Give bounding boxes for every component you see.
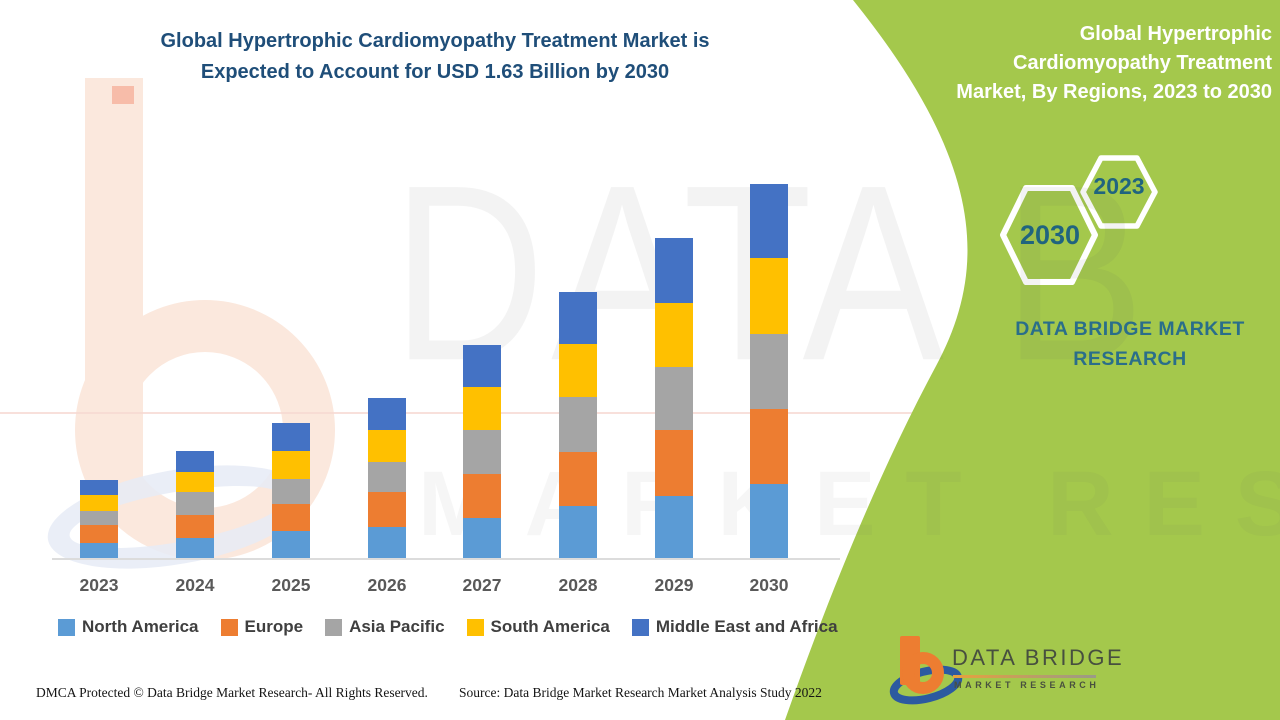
legend-item-asia-pacific: Asia Pacific	[325, 617, 445, 637]
bar-segment-2023-middle-east-and-africa	[80, 479, 118, 495]
bar-segment-2026-asia-pacific	[368, 462, 406, 493]
bar-segment-2028-middle-east-and-africa	[559, 292, 597, 344]
panel-title: Global Hypertrophic Cardiomyopathy Treat…	[880, 20, 1272, 107]
dmca-notice: DMCA Protected © Data Bridge Market Rese…	[36, 685, 428, 700]
legend-label: Europe	[244, 617, 304, 636]
x-axis-label-2024: 2024	[175, 575, 215, 595]
page-title: Global Hypertrophic Cardiomyopathy Treat…	[75, 26, 795, 88]
bar-segment-2026-north-america	[368, 526, 406, 559]
hexagon-2030-label: 2030	[1019, 220, 1081, 250]
bar-2030	[750, 184, 788, 559]
bar-segment-2029-europe	[655, 430, 693, 496]
legend-label: Middle East and Africa	[655, 617, 838, 636]
bar-segment-2028-north-america	[559, 506, 597, 559]
legend-swatch-icon	[325, 618, 343, 636]
bar-segment-2026-europe	[368, 492, 406, 527]
legend-label: Asia Pacific	[349, 617, 445, 636]
bar-segment-2027-north-america	[463, 517, 501, 559]
bar-segment-2023-europe	[80, 524, 118, 543]
brand-text-line1: DATA BRIDGE MARKET	[1015, 318, 1245, 340]
x-axis-label-2026: 2026	[367, 575, 407, 595]
bar-2027	[463, 345, 501, 559]
hexagon-2023-outline	[1080, 155, 1158, 229]
bar-segment-2030-asia-pacific	[750, 333, 788, 410]
x-axis-label-2025: 2025	[271, 575, 311, 595]
legend-item-middle-east-and-africa: Middle East and Africa	[631, 617, 838, 637]
legend-swatch-icon	[466, 618, 484, 636]
bar-segment-2030-middle-east-and-africa	[750, 184, 788, 259]
legend-swatch-icon	[58, 618, 75, 636]
bar-segment-2023-south-america	[80, 494, 118, 511]
x-axis-label-2029: 2029	[654, 575, 694, 595]
bar-segment-2027-asia-pacific	[463, 430, 501, 474]
chart-legend: North America Europe Asia Pacific South Ame…	[58, 617, 838, 637]
bar-segment-2023-north-america	[80, 542, 118, 559]
logo-wordmark: DATA BRIDGE	[952, 645, 1125, 670]
green-panel-path	[785, 0, 1280, 720]
brand-text-line2: RESEARCH	[1073, 348, 1187, 370]
bar-2023	[80, 479, 118, 559]
bar-segment-2029-asia-pacific	[655, 366, 693, 431]
bar-segment-2029-middle-east-and-africa	[655, 238, 693, 303]
hexagon-2023-label: 2023	[1093, 173, 1145, 199]
bar-segment-2024-europe	[176, 515, 214, 539]
bar-segment-2028-south-america	[559, 343, 597, 397]
legend-label: North America	[82, 617, 199, 636]
bar-segment-2023-asia-pacific	[80, 510, 118, 525]
bar-segment-2025-middle-east-and-africa	[272, 423, 310, 451]
bar-2029	[655, 238, 693, 559]
bar-2024	[176, 450, 214, 559]
brand-text: DATA BRIDGE MARKET RESEARCH	[985, 314, 1275, 374]
bar-segment-2030-south-america	[750, 258, 788, 334]
bar-segment-2024-middle-east-and-africa	[176, 450, 214, 472]
bar-segment-2028-europe	[559, 452, 597, 507]
bar-segment-2029-south-america	[655, 302, 693, 367]
logo-underline	[953, 675, 1096, 678]
legend-label: South America	[490, 617, 610, 636]
bar-segment-2028-asia-pacific	[559, 396, 597, 453]
x-axis-label-2023: 2023	[79, 575, 119, 595]
legend-swatch-icon	[631, 618, 649, 636]
bar-segment-2027-middle-east-and-africa	[463, 345, 501, 387]
bar-segment-2024-north-america	[176, 538, 214, 559]
page-title-line1: Global Hypertrophic Cardiomyopathy Treat…	[160, 30, 710, 52]
bar-segment-2029-north-america	[655, 495, 693, 559]
legend-item-north-america: North America	[58, 617, 199, 637]
bar-segment-2026-south-america	[368, 430, 406, 463]
logo-b-bowl	[902, 652, 944, 694]
bar-segment-2027-south-america	[463, 386, 501, 431]
panel-title-line2: Cardiomyopathy Treatment	[1013, 52, 1272, 74]
x-axis-label-2027: 2027	[462, 575, 502, 595]
x-axis-label-2028: 2028	[558, 575, 598, 595]
logo-subtitle: MARKET RESEARCH	[954, 680, 1100, 690]
source-note: Source: Data Bridge Market Research Mark…	[459, 685, 822, 700]
bar-segment-2030-europe	[750, 409, 788, 485]
bar-segment-2027-europe	[463, 473, 501, 518]
legend-item-europe: Europe	[220, 617, 304, 637]
watermark-logo-tip	[112, 86, 134, 104]
x-axis-line	[52, 558, 840, 560]
hexagon-2030-outline	[1000, 185, 1098, 285]
legend-item-south-america: South America	[466, 617, 610, 637]
panel-title-line1: Global Hypertrophic	[1079, 23, 1272, 45]
bar-segment-2024-asia-pacific	[176, 492, 214, 516]
bar-2026	[368, 398, 406, 559]
x-axis-label-2030: 2030	[749, 575, 789, 595]
page-title-line2: Expected to Account for USD 1.63 Billion…	[200, 61, 670, 83]
bar-segment-2024-south-america	[176, 471, 214, 493]
bar-segment-2026-middle-east-and-africa	[368, 398, 406, 431]
legend-swatch-icon	[220, 618, 238, 636]
bar-2028	[559, 292, 597, 559]
company-logo: DATA BRIDGE MARKET RESEARCH	[888, 633, 1188, 708]
bar-segment-2030-north-america	[750, 484, 788, 559]
bar-segment-2025-europe	[272, 503, 310, 532]
bar-segment-2025-north-america	[272, 531, 310, 559]
bar-segment-2025-asia-pacific	[272, 478, 310, 504]
bar-segment-2025-south-america	[272, 450, 310, 479]
panel-title-line3: Market, By Regions, 2023 to 2030	[956, 81, 1272, 103]
bar-2025	[272, 423, 310, 559]
